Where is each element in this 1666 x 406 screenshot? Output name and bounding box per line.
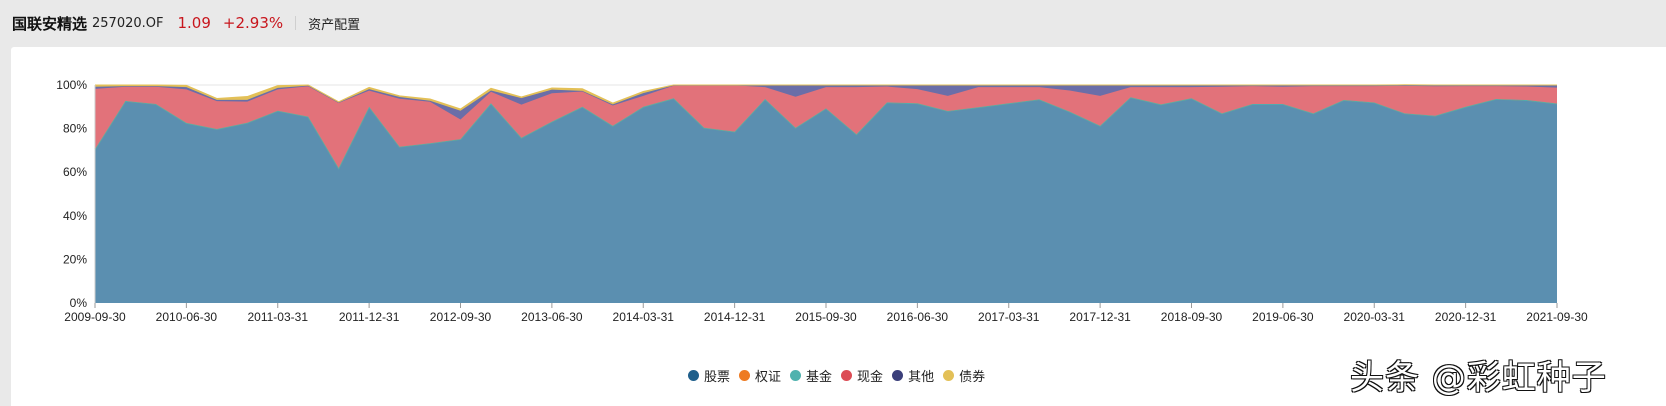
y-tick-label: 60% [63, 165, 87, 179]
x-tick-label: 2019-06-30 [1252, 310, 1314, 324]
legend-item-fund[interactable]: 基金 [790, 366, 832, 385]
header-divider [295, 16, 297, 30]
x-tick-label: 2016-06-30 [887, 310, 949, 324]
legend-dot-icon [790, 370, 802, 381]
legend-item-cash[interactable]: 现金 [841, 366, 883, 385]
area-stock[interactable] [95, 97, 1557, 303]
chart-legend: 股票 权证 基金 现金 其他 债券 [688, 366, 994, 385]
x-tick-label: 2011-12-31 [339, 310, 400, 324]
legend-label: 现金 [857, 370, 884, 385]
legend-dot-icon [943, 370, 955, 381]
y-tick-label: 40% [63, 209, 87, 223]
legend-item-bond[interactable]: 债券 [943, 366, 985, 385]
x-tick-label: 2014-12-31 [704, 310, 766, 324]
stacked-areas[interactable] [94, 84, 1558, 303]
x-tick-label: 2009-09-30 [64, 310, 126, 324]
legend-item-warrant[interactable]: 权证 [739, 366, 781, 385]
x-tick-label: 2018-09-30 [1161, 310, 1223, 324]
x-tick-label: 2014-03-31 [613, 310, 675, 324]
legend-label: 权证 [755, 370, 782, 385]
legend-label: 债券 [959, 370, 986, 385]
legend-dot-icon [688, 370, 699, 381]
fund-nav: 1.09 [177, 14, 211, 32]
fund-header: 国联安精选 257020.OF 1.09 +2.93% 资产配置 [0, 0, 1666, 46]
legend-dot-icon [841, 370, 853, 381]
y-axis: 0% 20% 40% 60% 80% 100% [56, 78, 87, 310]
x-tick-label: 2017-12-31 [1069, 310, 1131, 324]
fund-name: 国联安精选 [12, 14, 88, 33]
legend-dot-icon [739, 370, 751, 381]
x-tick-label: 2011-03-31 [248, 310, 309, 324]
x-tick-label: 2021-09-30 [1526, 310, 1588, 324]
x-tick-label: 2015-09-30 [795, 310, 857, 324]
x-tick-label: 2020-12-31 [1435, 310, 1497, 324]
watermark: 头条 @彩虹种子 [1350, 358, 1607, 398]
x-tick-label: 2017-03-31 [978, 310, 1040, 324]
x-tick-label: 2020-03-31 [1344, 310, 1406, 324]
y-tick-label: 80% [63, 122, 87, 136]
tab-asset-allocation[interactable]: 资产配置 [308, 17, 361, 33]
area-cash[interactable] [95, 85, 1557, 169]
x-tick-label: 2010-06-30 [156, 310, 218, 324]
y-tick-label: 0% [70, 296, 88, 310]
x-tick-label: 2013-06-30 [521, 310, 583, 324]
legend-item-other[interactable]: 其他 [892, 366, 934, 385]
line-bond [95, 84, 1557, 110]
fund-code: 257020.OF [92, 15, 164, 31]
y-tick-label: 20% [63, 252, 87, 266]
legend-dot-icon [892, 370, 904, 381]
legend-label: 股票 [704, 370, 731, 385]
legend-label: 基金 [806, 370, 833, 385]
legend-label: 其他 [908, 370, 935, 385]
legend-item-stock[interactable]: 股票 [688, 366, 730, 385]
x-axis: 2009-09-30 2010-06-30 2011-03-31 2011-12-31… [64, 85, 1588, 324]
x-tick-label: 2012-09-30 [430, 310, 492, 324]
fund-change: +2.93% [222, 14, 284, 32]
y-tick-label: 100% [56, 78, 87, 92]
